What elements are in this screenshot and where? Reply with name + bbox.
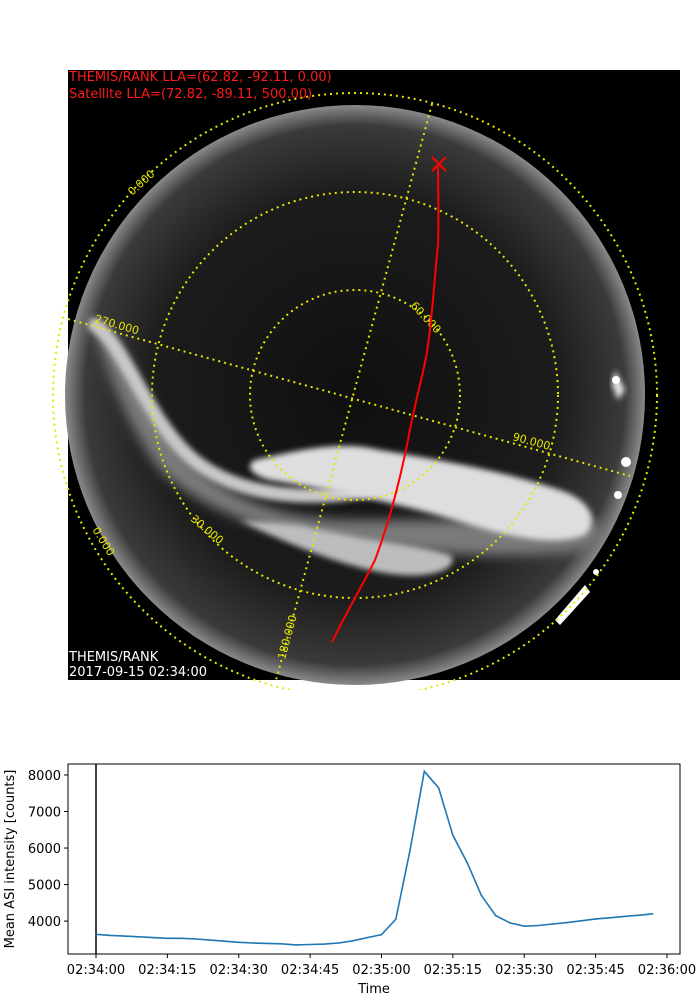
satellite-lla-label: Satellite LLA=(72.82, -89.11, 500.00) [69, 87, 312, 102]
x-tick-label: 02:34:15 [138, 963, 196, 978]
x-tick-label: 02:34:30 [210, 963, 268, 978]
series-point [266, 942, 269, 945]
series-point [138, 936, 140, 938]
series-point [366, 936, 369, 939]
series-point [166, 937, 169, 940]
series-point [252, 942, 254, 944]
aurora [88, 318, 625, 576]
x-tick-label: 02:34:00 [67, 963, 125, 978]
series-point [594, 918, 597, 920]
series-point [180, 937, 183, 940]
satellite-position-marker [431, 156, 447, 172]
series-point [409, 849, 411, 851]
x-axis-ticks: 02:34:00 02:34:15 02:34:30 02:34:45 02:35:00… [67, 954, 696, 978]
series-point [552, 923, 554, 925]
series-point [494, 914, 497, 917]
series-point [237, 941, 240, 944]
series-point [309, 943, 311, 946]
y-axis-ticks: 4000 5000 6000 7000 8000 [28, 769, 68, 930]
series-point [337, 942, 340, 944]
asi-image-panel: 0.000 0.000 30.000 60.000 90.000 180.000… [52, 70, 680, 690]
y-tick-label: 4000 [28, 915, 61, 930]
series-line [95, 769, 653, 946]
series-point [609, 917, 611, 919]
series-points [95, 770, 654, 946]
series-point [223, 940, 226, 943]
timestamp-label: 2017-09-15 02:34:00 [69, 665, 207, 680]
x-tick-label: 02:34:45 [281, 963, 339, 978]
series-point [394, 918, 397, 921]
series-point [280, 942, 283, 945]
y-tick-label: 6000 [28, 842, 61, 857]
grid-circle-outer [52, 92, 658, 690]
x-tick-label: 02:35:15 [424, 963, 482, 978]
series-point [437, 786, 440, 789]
series-point [109, 934, 112, 937]
grid-meridian-270-90 [67, 318, 631, 477]
series-point [423, 770, 426, 773]
y-tick-label: 7000 [28, 806, 61, 821]
series-point [380, 933, 383, 936]
series-point [323, 943, 326, 945]
plot-frame [67, 763, 681, 955]
x-tick-label: 02:35:45 [566, 963, 624, 978]
series-point [566, 921, 568, 924]
grid-circle-inner [249, 289, 461, 501]
x-tick-label: 02:36:00 [638, 963, 696, 978]
series-point [466, 861, 468, 864]
series-point [152, 936, 154, 939]
series-point [95, 933, 97, 936]
series-point [580, 919, 583, 922]
series-point [352, 940, 354, 942]
series-point [623, 915, 625, 918]
imager-lla-label: THEMIS/RANK LLA=(62.82, -92.11, 0.00) [68, 70, 332, 85]
satellite-track [331, 164, 440, 643]
series-point [452, 834, 454, 837]
series-point [637, 914, 640, 917]
series-point [651, 913, 654, 915]
series-point [523, 925, 526, 928]
series-point [123, 935, 126, 937]
series-point [537, 924, 540, 927]
x-axis-label: Time [357, 982, 390, 997]
series-point [480, 894, 483, 897]
y-axis-label: Mean ASI intensity [counts] [3, 770, 18, 949]
series-point [195, 938, 197, 940]
series-point [509, 922, 511, 924]
series-point [209, 939, 211, 941]
y-tick-label: 5000 [28, 879, 61, 894]
y-tick-label: 8000 [28, 769, 61, 784]
x-tick-label: 02:35:30 [495, 963, 553, 978]
edge-lights [555, 376, 631, 625]
x-tick-label: 02:35:00 [352, 963, 410, 978]
station-label: THEMIS/RANK [68, 650, 159, 665]
series-point [295, 944, 297, 946]
